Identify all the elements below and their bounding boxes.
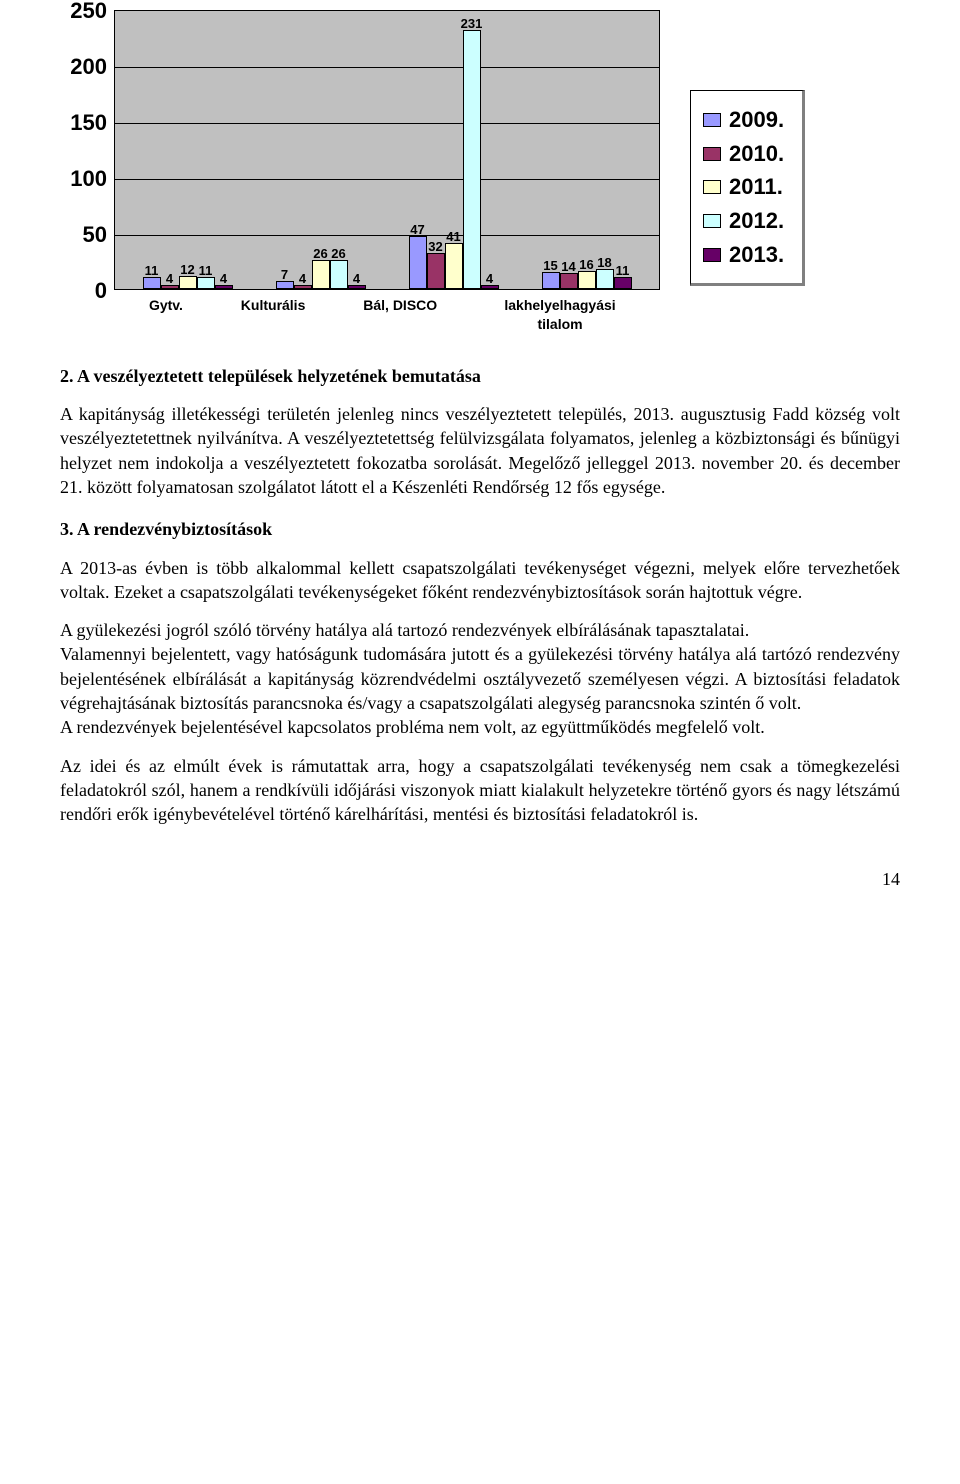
bar-value-label: 4 [299,270,306,288]
section-3-para-5: Az idei és az elmúlt évek is rámutattak … [60,754,900,827]
bar: 4 [481,285,499,289]
bar-value-label: 7 [281,266,288,284]
legend-swatch [703,214,721,228]
bar-value-label: 4 [220,270,227,288]
chart-container: 0501001502002501141211474262644732412314… [60,10,900,334]
bar-group: 11412114 [143,276,233,289]
bar-value-label: 12 [180,261,194,279]
bar: 4 [215,285,233,289]
bar-value-label: 15 [543,257,557,275]
bar: 26 [312,260,330,289]
bar: 47 [409,236,427,289]
y-tick-label: 150 [70,108,115,138]
bar: 15 [542,272,560,289]
legend-item: 2012. [703,206,784,236]
bar-group: 1514161811 [542,269,632,289]
gridline [115,67,659,68]
bar: 12 [179,276,197,289]
legend-item: 2013. [703,240,784,270]
bar: 4 [161,285,179,289]
legend-label: 2010. [729,139,784,169]
bar-value-label: 47 [410,221,424,239]
legend-label: 2013. [729,240,784,270]
x-tick-label: Bál, DISCO [363,296,437,334]
bar: 11 [143,277,161,289]
bar-value-label: 14 [561,258,575,276]
bar: 11 [197,277,215,289]
bar: 4 [348,285,366,289]
bar-chart: 0501001502002501141211474262644732412314… [60,10,660,334]
page-number: 14 [60,867,900,891]
bar: 4 [294,285,312,289]
x-tick-label: Gytv. [149,296,183,334]
bar-value-label: 18 [597,254,611,272]
legend-swatch [703,248,721,262]
bar-value-label: 4 [486,270,493,288]
bar-value-label: 26 [313,245,327,263]
legend-item: 2011. [703,172,784,202]
gridline [115,179,659,180]
section-3-para-3: Valamennyi bejelentett, vagy hatóságunk … [60,642,900,715]
bar: 11 [614,277,632,289]
legend-item: 2009. [703,105,784,135]
y-tick-label: 100 [70,164,115,194]
y-tick-label: 0 [95,276,115,306]
section-2-title: 2. A veszélyeztetett települések helyzet… [60,364,900,388]
legend-label: 2011. [729,172,783,202]
legend-label: 2012. [729,206,784,236]
bar-group: 7426264 [276,260,366,289]
legend-label: 2009. [729,105,784,135]
bar-value-label: 4 [353,270,360,288]
bar-value-label: 4 [166,270,173,288]
bar-value-label: 32 [428,238,442,256]
gridline [115,123,659,124]
bar: 14 [560,273,578,289]
x-axis: Gytv. Kulturális Bál, DISCO lakhelyelhagyás… [114,290,660,334]
bar-value-label: 11 [199,262,213,280]
bar-value-label: 11 [616,262,630,280]
legend-swatch [703,180,721,194]
section-3-para-1: A 2013-as évben is több alkalommal kelle… [60,556,900,605]
bar-group: 4732412314 [409,30,499,289]
y-tick-label: 50 [83,220,115,250]
bar-value-label: 231 [461,15,483,33]
section-3-para-2: A gyülekezési jogról szóló törvény hatál… [60,618,900,642]
bar: 7 [276,281,294,289]
bar: 26 [330,260,348,289]
bar-value-label: 16 [579,256,593,274]
section-3-title: 3. A rendezvénybiztosítások [60,517,900,541]
bar-value-label: 41 [446,228,460,246]
y-tick-label: 200 [70,52,115,82]
bar: 18 [596,269,614,289]
plot-area: 0501001502002501141211474262644732412314… [114,10,660,290]
x-tick-label: Kulturális [241,296,306,334]
bar: 32 [427,253,445,289]
chart-legend: 2009. 2010.2011. 2012. 2013. [690,90,805,286]
bar-value-label: 11 [145,262,159,280]
bar: 16 [578,271,596,289]
legend-swatch [703,147,721,161]
bar-value-label: 26 [331,245,345,263]
legend-item: 2010. [703,139,784,169]
y-tick-label: 250 [70,0,115,26]
x-tick-label: lakhelyelhagyási tilalom [495,296,625,334]
section-2-para-1: A kapitányság illetékességi területén je… [60,402,900,499]
bar: 41 [445,243,463,289]
bar: 231 [463,30,481,289]
gridline [115,235,659,236]
section-3-para-4: A rendezvények bejelentésével kapcsolato… [60,715,900,739]
legend-swatch [703,113,721,127]
